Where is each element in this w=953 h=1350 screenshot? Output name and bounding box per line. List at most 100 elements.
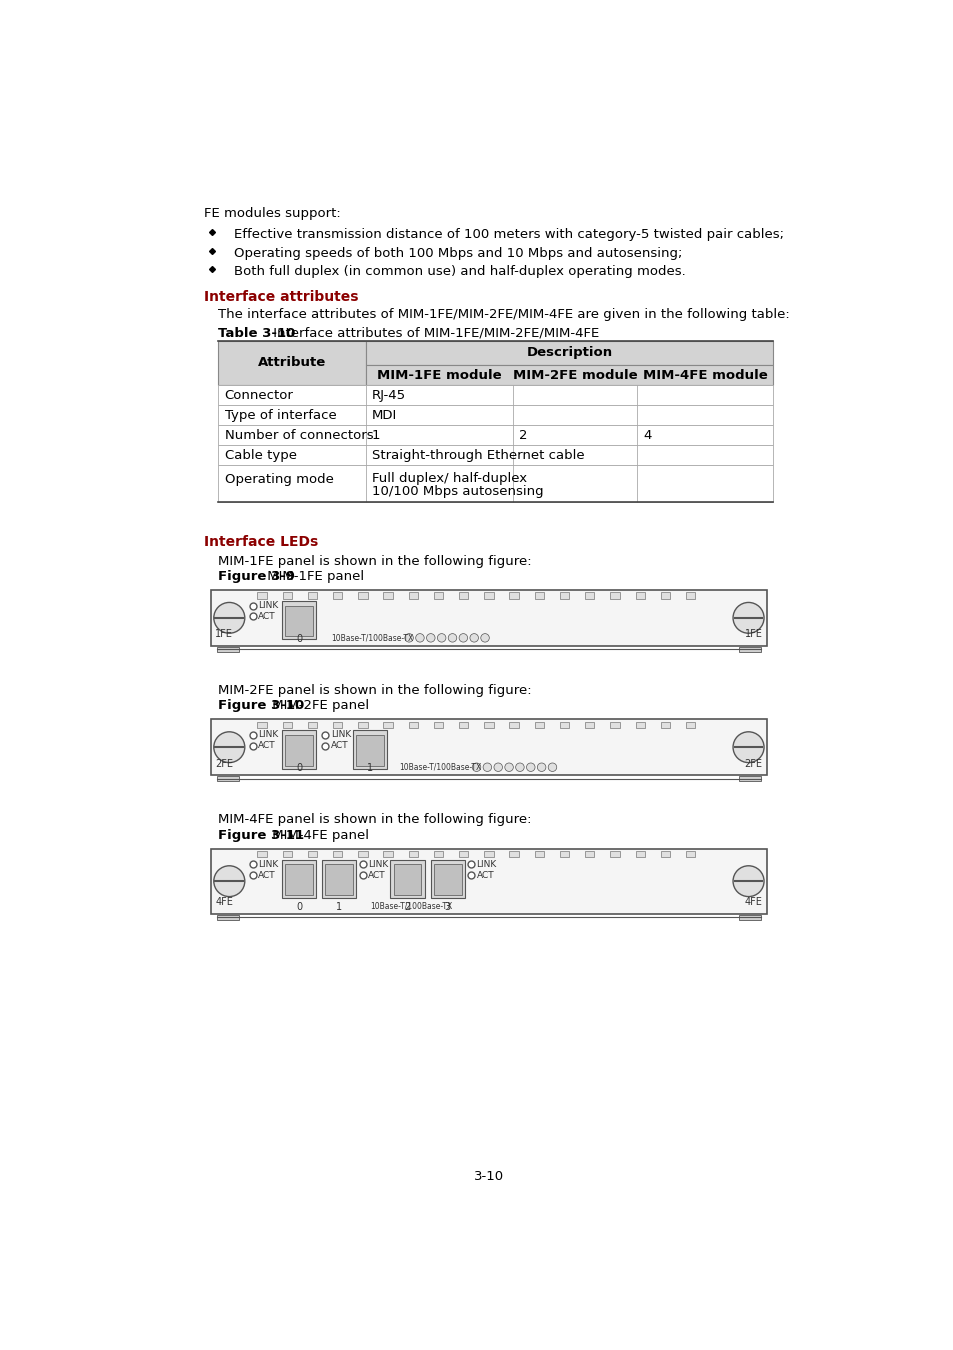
Bar (282, 722, 292, 728)
Text: Figure 3-10: Figure 3-10 (218, 699, 304, 713)
Text: MIM-1FE panel is shown in the following figure:: MIM-1FE panel is shown in the following … (218, 555, 532, 568)
Bar (257, 722, 267, 728)
Text: MIM-4FE panel: MIM-4FE panel (268, 829, 369, 842)
Circle shape (537, 763, 545, 771)
Circle shape (458, 633, 467, 643)
Text: Number of connectors: Number of connectors (224, 429, 373, 441)
Text: Figure 3-9: Figure 3-9 (218, 570, 295, 583)
Circle shape (470, 633, 478, 643)
Text: 3-10: 3-10 (474, 1170, 503, 1184)
Bar (282, 601, 315, 640)
Bar (434, 864, 461, 895)
Bar (584, 593, 594, 598)
Text: 1FE: 1FE (215, 629, 233, 640)
Bar (408, 593, 417, 598)
Bar (216, 647, 238, 652)
Text: ACT: ACT (257, 871, 275, 879)
Text: Connector: Connector (224, 389, 294, 402)
Text: ACT: ACT (257, 741, 275, 751)
Text: 4FE: 4FE (744, 898, 761, 907)
Bar (218, 385, 773, 405)
Text: 10Base-T/100Base-TX: 10Base-T/100Base-TX (398, 763, 480, 772)
Bar (211, 590, 766, 645)
Text: MDI: MDI (372, 409, 396, 421)
Text: Cable type: Cable type (224, 448, 296, 462)
Text: Both full duplex (in common use) and half-duplex operating modes.: Both full duplex (in common use) and hal… (233, 265, 685, 278)
Bar (358, 850, 367, 857)
Bar (484, 593, 493, 598)
Bar (365, 340, 773, 366)
Bar (353, 730, 387, 768)
Bar (285, 734, 313, 765)
Bar (739, 915, 760, 919)
Circle shape (504, 763, 513, 771)
Text: MIM-1FE module: MIM-1FE module (376, 369, 501, 382)
Circle shape (480, 633, 489, 643)
Circle shape (213, 602, 245, 633)
Text: LINK: LINK (476, 860, 497, 869)
Circle shape (548, 763, 557, 771)
Text: 4: 4 (642, 429, 651, 441)
Bar (685, 850, 695, 857)
Bar (383, 593, 393, 598)
Text: The interface attributes of MIM-1FE/MIM-2FE/MIM-4FE are given in the following t: The interface attributes of MIM-1FE/MIM-… (218, 308, 789, 321)
Bar (394, 864, 421, 895)
Text: LINK: LINK (257, 601, 278, 610)
Text: Effective transmission distance of 100 meters with category-5 twisted pair cable: Effective transmission distance of 100 m… (233, 228, 783, 242)
Bar (211, 720, 766, 775)
Bar (458, 722, 468, 728)
Bar (660, 850, 669, 857)
Bar (308, 850, 316, 857)
Text: MIM-1FE panel: MIM-1FE panel (263, 570, 364, 583)
Bar (333, 593, 342, 598)
Bar (434, 722, 443, 728)
Bar (660, 593, 669, 598)
Bar (282, 730, 315, 768)
Bar (559, 722, 569, 728)
Bar (559, 850, 569, 857)
Bar (333, 850, 342, 857)
Text: Type of interface: Type of interface (224, 409, 336, 421)
Circle shape (448, 633, 456, 643)
Text: 1: 1 (336, 902, 342, 913)
Bar (610, 593, 618, 598)
Circle shape (494, 763, 502, 771)
Bar (218, 425, 773, 446)
Bar (559, 593, 569, 598)
Text: 1FE: 1FE (744, 629, 761, 640)
Text: Figure 3-11: Figure 3-11 (218, 829, 304, 842)
Bar (739, 647, 760, 652)
Bar (584, 722, 594, 728)
Text: 4FE: 4FE (215, 898, 233, 907)
Bar (635, 722, 644, 728)
Bar (685, 722, 695, 728)
Text: RJ-45: RJ-45 (372, 389, 406, 402)
Text: 0: 0 (295, 902, 302, 913)
Bar (383, 850, 393, 857)
Bar (218, 340, 365, 385)
Text: Operating mode: Operating mode (224, 472, 334, 486)
Text: LINK: LINK (368, 860, 388, 869)
Circle shape (526, 763, 535, 771)
Text: Full duplex/ half-duplex: Full duplex/ half-duplex (372, 471, 526, 485)
Text: 1: 1 (372, 429, 380, 441)
Text: MIM-2FE panel: MIM-2FE panel (268, 699, 369, 713)
Text: 10Base-T/100Base-TX: 10Base-T/100Base-TX (332, 633, 414, 643)
Bar (322, 860, 356, 898)
Circle shape (213, 732, 245, 763)
Text: Interface attributes of MIM-1FE/MIM-2FE/MIM-4FE: Interface attributes of MIM-1FE/MIM-2FE/… (269, 327, 598, 340)
Circle shape (732, 602, 763, 633)
Text: 0: 0 (295, 763, 302, 774)
Bar (383, 722, 393, 728)
Bar (333, 722, 342, 728)
Text: ACT: ACT (368, 871, 385, 879)
Text: LINK: LINK (257, 860, 278, 869)
Bar (458, 593, 468, 598)
Text: 1: 1 (367, 763, 373, 774)
Text: 10/100 Mbps autosensing: 10/100 Mbps autosensing (372, 486, 543, 498)
Bar (282, 860, 315, 898)
Bar (484, 722, 493, 728)
Bar (408, 722, 417, 728)
Text: ACT: ACT (331, 741, 348, 751)
Circle shape (404, 633, 413, 643)
